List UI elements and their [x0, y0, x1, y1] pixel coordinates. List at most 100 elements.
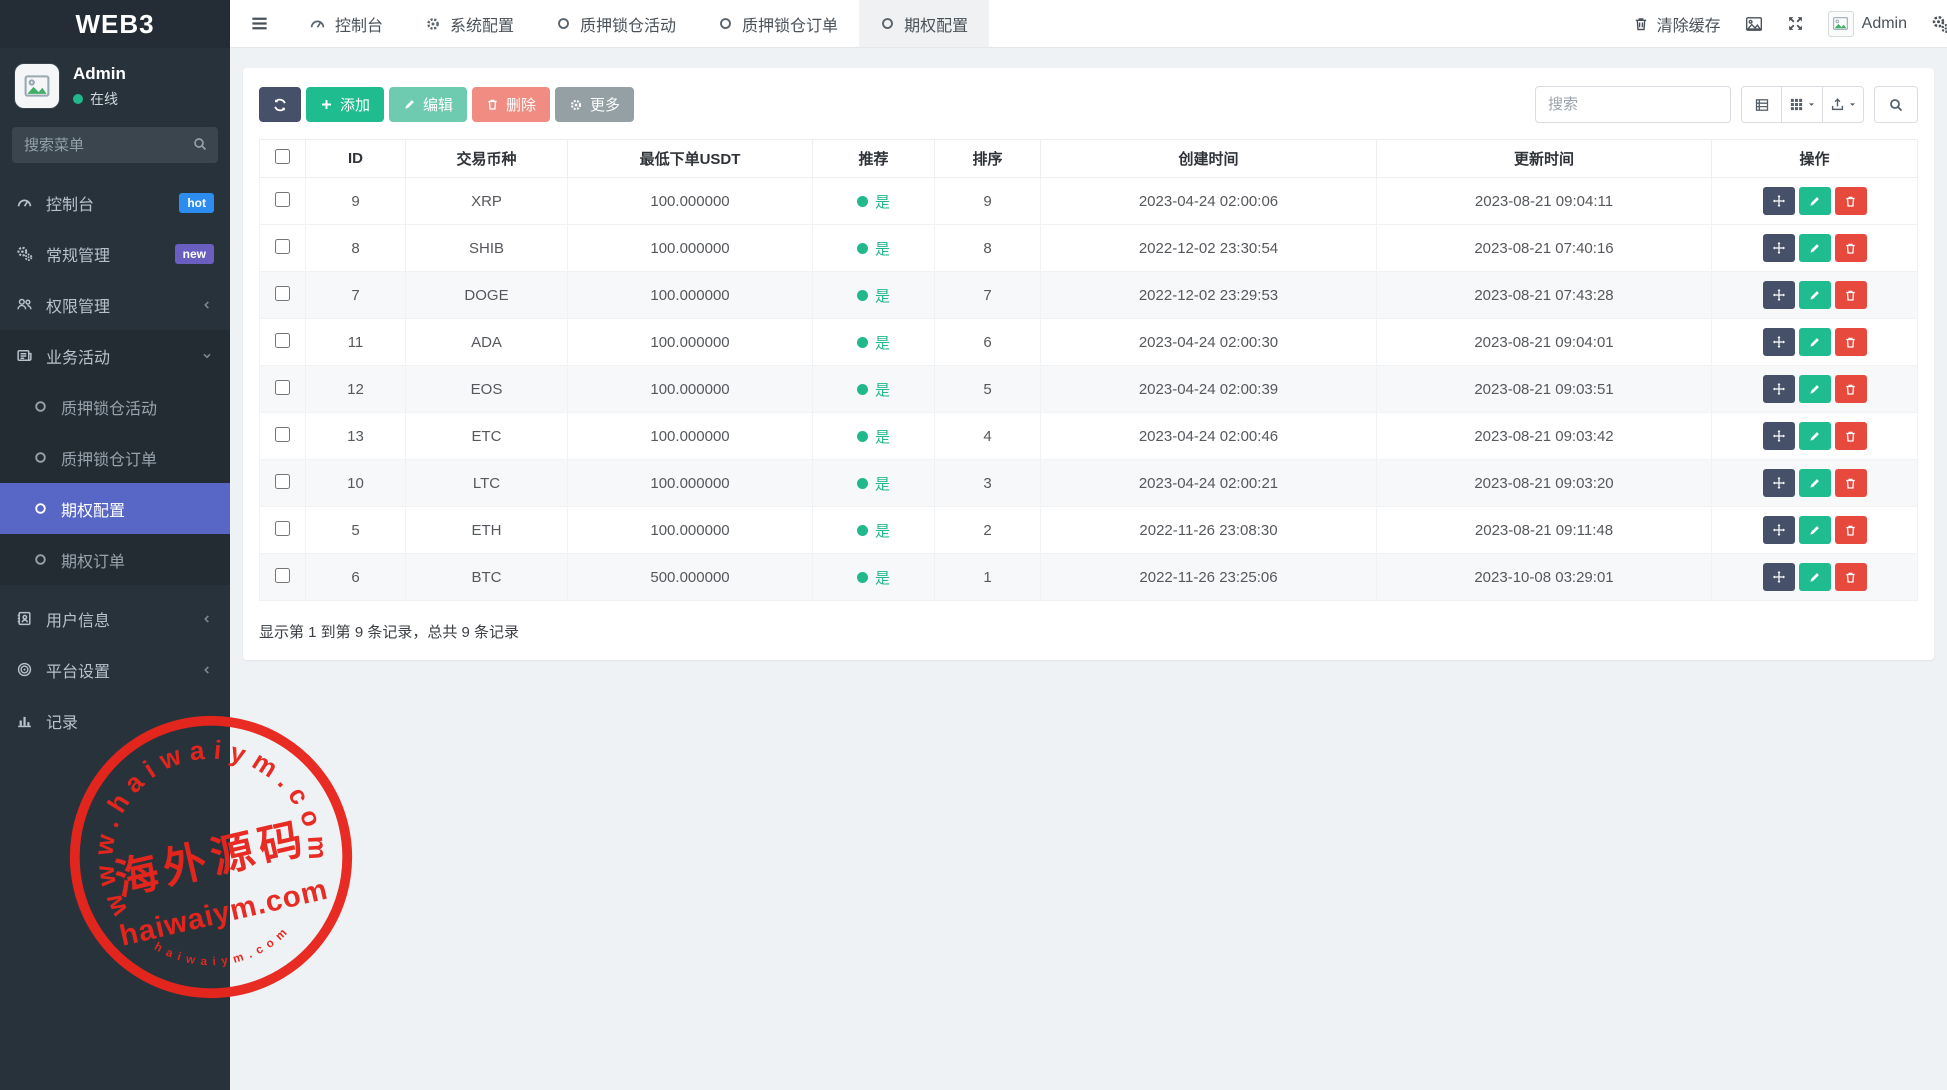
tab-dashboard[interactable]: 控制台: [288, 0, 404, 47]
table-body: 9 XRP 100.000000 是 9 2023-04-24 02:00:06 2023-…: [259, 177, 1918, 601]
tab-system-config[interactable]: 系统配置: [404, 0, 535, 47]
row-edit-button[interactable]: [1798, 469, 1831, 498]
cell-sort: 2: [934, 506, 1041, 554]
chevron-left-icon: [204, 716, 209, 725]
pencil-icon: [405, 100, 414, 109]
column-header-min[interactable]: 最低下单USDT: [567, 139, 813, 178]
refresh-button[interactable]: [259, 87, 301, 122]
language-button[interactable]: [1745, 15, 1763, 33]
column-header-symbol[interactable]: 交易币种: [405, 139, 568, 178]
row-delete-button[interactable]: [1834, 187, 1867, 216]
advanced-search-button[interactable]: [1874, 86, 1918, 123]
columns-button[interactable]: [1782, 86, 1823, 123]
gears-icon: [1932, 15, 1947, 33]
sidebar-item-stake-orders[interactable]: 质押锁仓订单: [0, 432, 230, 483]
clear-cache-button[interactable]: 清除缓存: [1633, 12, 1721, 36]
cell-sort: 4: [934, 412, 1041, 460]
sidebar-item-general[interactable]: 常规管理 new: [0, 228, 230, 279]
tab-stake-activity[interactable]: 质押锁仓活动: [535, 0, 697, 47]
row-checkbox[interactable]: [275, 567, 290, 583]
sidebar-item-users-info[interactable]: 用户信息: [0, 593, 230, 644]
row-move-button[interactable]: [1762, 374, 1795, 403]
row-delete-button[interactable]: [1834, 375, 1867, 404]
sidebar-search-input[interactable]: [12, 127, 218, 163]
chart-icon: [18, 716, 31, 728]
delete-button[interactable]: 删除: [472, 87, 551, 122]
search-icon[interactable]: [192, 136, 208, 157]
row-checkbox[interactable]: [275, 332, 290, 348]
column-header-sort[interactable]: 排序: [934, 139, 1041, 178]
tab-stake-orders[interactable]: 质押锁仓订单: [697, 0, 859, 47]
cell-recommend: 是: [812, 318, 935, 366]
add-button[interactable]: 添加: [306, 87, 385, 122]
sidebar-item-platform-settings[interactable]: 平台设置: [0, 644, 230, 695]
sidebar-item-stake-activity[interactable]: 质押锁仓活动: [0, 381, 230, 432]
bullseye-icon: [17, 662, 32, 677]
row-edit-button[interactable]: [1798, 328, 1831, 357]
fullscreen-button[interactable]: [1787, 15, 1804, 32]
row-move-button[interactable]: [1762, 515, 1795, 544]
row-delete-button[interactable]: [1834, 234, 1867, 263]
sidebar-item-label: 平台设置: [46, 663, 111, 681]
sidebar-item-permissions[interactable]: 权限管理: [0, 279, 230, 330]
row-move-button[interactable]: [1762, 562, 1795, 591]
row-delete-button[interactable]: [1834, 563, 1867, 592]
more-button[interactable]: 更多: [555, 87, 635, 122]
row-checkbox[interactable]: [275, 191, 290, 207]
row-delete-button[interactable]: [1834, 422, 1867, 451]
row-checkbox[interactable]: [275, 520, 290, 536]
row-checkbox[interactable]: [275, 285, 290, 301]
settings-button[interactable]: [1931, 14, 1947, 34]
export-icon: [1831, 98, 1843, 111]
row-move-button[interactable]: [1762, 327, 1795, 356]
cell-min-order: 100.000000: [567, 271, 813, 319]
hamburger-menu-icon[interactable]: [230, 0, 288, 47]
row-edit-button[interactable]: [1798, 234, 1831, 263]
sidebar-item-dashboard[interactable]: 控制台 hot: [0, 177, 230, 228]
user-menu[interactable]: Admin: [1827, 10, 1907, 37]
trash-icon: [1846, 196, 1855, 207]
row-edit-button[interactable]: [1798, 281, 1831, 310]
trash-icon: [488, 99, 497, 110]
cell-sort: 6: [934, 318, 1041, 366]
row-edit-button[interactable]: [1798, 563, 1831, 592]
row-checkbox[interactable]: [275, 238, 290, 254]
sidebar-item-option-orders[interactable]: 期权订单: [0, 534, 230, 585]
row-move-button[interactable]: [1762, 186, 1795, 215]
export-button[interactable]: [1823, 86, 1864, 123]
row-move-button[interactable]: [1762, 233, 1795, 262]
row-edit-button[interactable]: [1798, 187, 1831, 216]
row-edit-button[interactable]: [1798, 516, 1831, 545]
column-header-id[interactable]: ID: [305, 139, 406, 178]
recommend-label: 是: [874, 381, 890, 399]
row-edit-button[interactable]: [1798, 422, 1831, 451]
row-delete-button[interactable]: [1834, 516, 1867, 545]
column-header-updated[interactable]: 更新时间: [1376, 139, 1712, 178]
row-checkbox[interactable]: [275, 379, 290, 395]
row-checkbox[interactable]: [275, 426, 290, 442]
tab-label: 期权配置: [904, 17, 969, 35]
circle-icon: [35, 503, 46, 514]
sidebar-item-business[interactable]: 业务活动: [0, 330, 230, 381]
row-edit-button[interactable]: [1798, 375, 1831, 404]
column-header-created[interactable]: 创建时间: [1040, 139, 1377, 178]
sidebar-item-option-config[interactable]: 期权配置: [0, 483, 230, 534]
table-search-input[interactable]: [1535, 86, 1731, 123]
toggle-view-button[interactable]: [1741, 86, 1782, 123]
row-move-button[interactable]: [1762, 280, 1795, 309]
row-delete-button[interactable]: [1834, 328, 1867, 357]
column-header-recommend[interactable]: 推荐: [812, 139, 935, 178]
tab-option-config[interactable]: 期权配置: [859, 0, 990, 47]
edit-button[interactable]: 编辑: [389, 87, 468, 122]
row-checkbox[interactable]: [275, 473, 290, 489]
sidebar-group-business: 业务活动 质押锁仓活动 质押锁仓订单 期权配置: [0, 330, 230, 585]
row-delete-button[interactable]: [1834, 281, 1867, 310]
user-status-label: 在线: [90, 90, 118, 107]
sidebar-item-records[interactable]: 记录: [0, 695, 230, 746]
sidebar-search: [12, 127, 218, 163]
select-all-checkbox[interactable]: [275, 149, 290, 164]
row-move-button[interactable]: [1762, 468, 1795, 497]
row-move-button[interactable]: [1762, 421, 1795, 450]
row-delete-button[interactable]: [1834, 469, 1867, 498]
pencil-icon: [1810, 478, 1819, 488]
